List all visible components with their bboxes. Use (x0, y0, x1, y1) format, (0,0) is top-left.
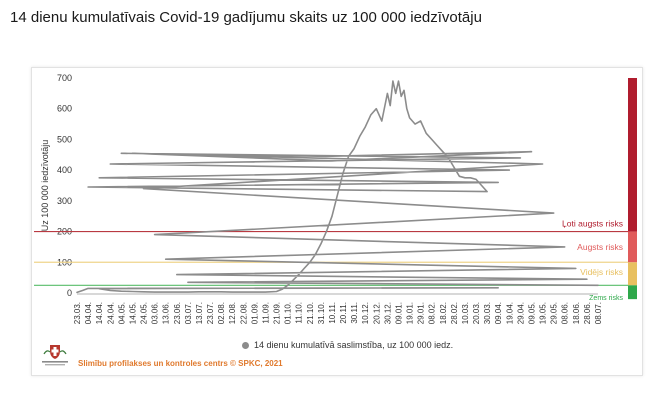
risk-scale-segment (628, 262, 637, 286)
x-tick-label: 11.10. (295, 302, 304, 324)
y-tick-label: 300 (57, 196, 72, 206)
x-tick-label: 29.05. (550, 302, 559, 324)
x-tick-label: 20.11. (339, 302, 348, 324)
x-tick-label: 19.04. (505, 302, 514, 324)
spkc-logo-icon (42, 345, 68, 366)
risk-scale-segment (628, 285, 637, 300)
x-tick-label: 08.06. (561, 302, 570, 324)
risk-label: Augsts risks (577, 242, 623, 252)
x-tick-label: 24.04. (106, 302, 115, 324)
x-tick-label: 10.03. (461, 302, 470, 324)
risk-label: Zems risks (589, 295, 623, 302)
x-tick-label: 30.12. (383, 302, 392, 324)
chart-legend: 14 dienu kumulatīvā saslimstība, uz 100 … (242, 337, 453, 353)
risk-label: Ļoti augsts risks (562, 219, 623, 229)
x-tick-label: 12.08. (228, 302, 237, 324)
x-tick-label: 01.10. (284, 302, 293, 324)
y-tick-label: 600 (57, 104, 72, 114)
x-tick-label: 22.08. (239, 302, 248, 324)
covid-incidence-chart: Uz 100 000 iedzīvotāju010020030040050060… (34, 73, 637, 324)
risk-label: Vidējs risks (580, 267, 623, 277)
x-tick-label: 04.04. (84, 302, 93, 324)
x-tick-label: 21.10. (306, 302, 315, 324)
legend-label: 14 dienu kumulatīvā saslimstība, uz 100 … (254, 340, 454, 350)
x-tick-label: 08.07. (594, 302, 603, 324)
x-tick-label: 11.09. (261, 302, 270, 324)
x-tick-label: 28.02. (450, 302, 459, 324)
x-tick-label: 04.05. (117, 302, 126, 324)
risk-scale-segment (628, 78, 637, 232)
x-tick-label: 18.06. (572, 302, 581, 324)
x-tick-label: 09.05. (527, 302, 536, 324)
x-tick-label: 02.08. (217, 302, 226, 324)
x-tick-label: 19.01. (406, 302, 415, 324)
x-tick-label: 23.06. (173, 302, 182, 324)
x-tick-label: 30.03. (483, 302, 492, 324)
x-tick-label: 10.11. (328, 302, 337, 324)
x-tick-label: 31.10. (317, 302, 326, 324)
x-tick-label: 09.04. (494, 302, 503, 324)
y-tick-label: 400 (57, 165, 72, 175)
x-tick-label: 30.11. (350, 302, 359, 324)
x-tick-label: 20.03. (472, 302, 481, 324)
y-axis-label: Uz 100 000 iedzīvotāju (40, 140, 50, 232)
x-tick-label: 24.05. (140, 302, 149, 324)
risk-scale-segment (628, 231, 637, 263)
x-tick-label: 14.05. (128, 302, 137, 324)
y-tick-label: 700 (57, 73, 72, 83)
x-tick-label: 19.05. (539, 302, 548, 324)
x-tick-label: 03.06. (151, 302, 160, 324)
y-tick-label: 0 (67, 288, 72, 298)
x-tick-label: 28.06. (583, 302, 592, 324)
x-tick-label: 09.01. (394, 302, 403, 324)
x-tick-label: 23.03. (73, 302, 82, 324)
series-line (76, 80, 599, 294)
y-tick-label: 500 (57, 134, 72, 144)
x-tick-label: 23.07. (206, 302, 215, 324)
x-tick-label: 20.12. (372, 302, 381, 324)
x-tick-label: 08.02. (428, 302, 437, 324)
page-title: 14 dienu kumulatīvais Covid-19 gadījumu … (10, 9, 482, 26)
x-tick-label: 18.02. (439, 302, 448, 324)
x-tick-label: 14.04. (95, 302, 104, 324)
x-tick-label: 21.09. (273, 302, 282, 324)
x-tick-label: 01.09. (250, 302, 259, 324)
x-tick-label: 29.04. (516, 302, 525, 324)
legend-marker (242, 341, 249, 349)
x-tick-label: 03.07. (184, 302, 193, 324)
x-tick-label: 13.06. (162, 302, 171, 324)
x-tick-label: 29.01. (417, 302, 426, 324)
x-tick-label: 10.12. (361, 302, 370, 324)
chart-card: Uz 100 000 iedzīvotāju 0 100 200 300 400 500 60… (31, 67, 643, 376)
x-tick-label: 13.07. (195, 302, 204, 324)
source-credit: Slimību profilakses un kontroles centrs … (78, 359, 283, 368)
